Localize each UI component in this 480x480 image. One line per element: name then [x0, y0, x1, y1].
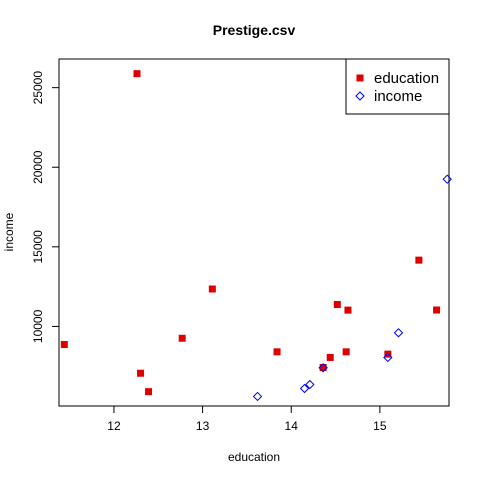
point-education — [319, 363, 327, 371]
point-income — [318, 363, 328, 373]
point-income — [442, 174, 452, 184]
legend-label-education: education — [374, 70, 439, 87]
point-education — [208, 285, 216, 293]
point-education — [178, 334, 186, 342]
point-education — [433, 306, 441, 314]
legend-box — [345, 58, 450, 115]
y-tick-label: 15000 — [31, 230, 45, 264]
point-income — [305, 379, 315, 390]
y-axis-ticks: 10000 15000 20000 25000 — [31, 71, 59, 343]
x-tick-label: 15 — [373, 419, 387, 433]
legend-label-income: income — [374, 88, 422, 105]
point-education — [60, 340, 68, 348]
point-income — [299, 383, 310, 394]
y-axis-label: income — [2, 212, 16, 251]
plot-frame — [58, 58, 450, 407]
point-education — [133, 70, 141, 78]
x-tick-label: 13 — [196, 419, 210, 433]
point-income — [393, 328, 404, 338]
plot-points — [60, 70, 452, 402]
point-education — [344, 306, 352, 314]
y-tick-label: 10000 — [31, 309, 45, 343]
legend-marker-income — [355, 91, 365, 101]
point-education — [273, 348, 281, 356]
x-tick-label: 12 — [107, 419, 121, 433]
point-income — [252, 391, 263, 402]
x-axis-label: education — [228, 450, 280, 464]
y-tick-label: 20000 — [31, 150, 45, 184]
chart-title: Prestige.csv — [213, 22, 296, 38]
point-education — [333, 300, 341, 308]
point-income — [383, 352, 393, 363]
point-education — [342, 348, 350, 356]
x-tick-label: 14 — [285, 419, 299, 433]
point-education — [326, 353, 334, 361]
point-education — [415, 256, 423, 264]
legend-marker-education — [356, 74, 364, 82]
point-education — [145, 388, 153, 396]
x-axis-ticks: 12 13 14 15 — [107, 406, 387, 433]
y-tick-label: 25000 — [31, 71, 45, 105]
point-education — [137, 369, 145, 377]
